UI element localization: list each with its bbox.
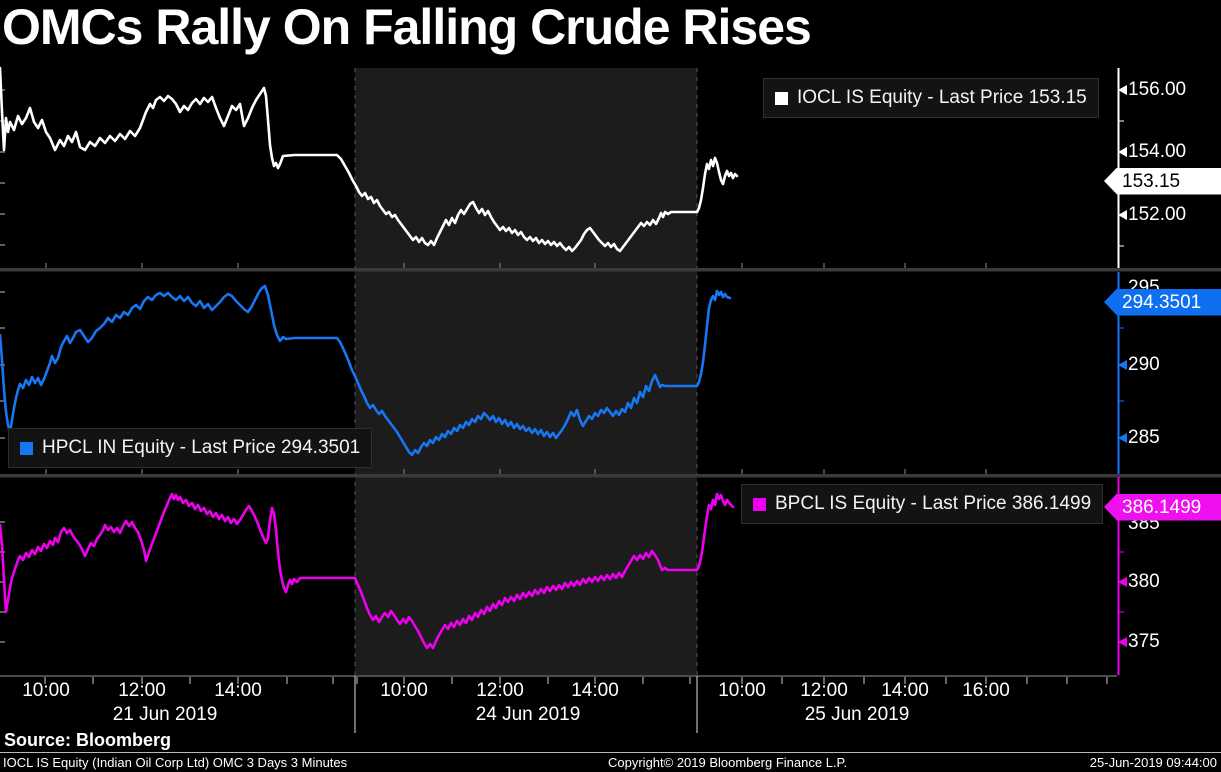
y-tick-label: 285: [1128, 427, 1160, 448]
price-line-iocl: [0, 66, 739, 253]
legend-bpcl[interactable]: BPCL IS Equity - Last Price 386.1499: [741, 484, 1104, 524]
x-time-label: 12:00: [476, 680, 524, 701]
x-time-label: 14:00: [881, 680, 929, 701]
y-axis-tick-arrow-icon: [1118, 85, 1127, 95]
y-axis-tick-arrow-icon: [1118, 210, 1127, 220]
y-tick-label: 152.00: [1128, 204, 1187, 225]
y-tick-label: 156.00: [1128, 79, 1187, 100]
panel-separator: [0, 268, 1221, 272]
x-time-label: 12:00: [800, 680, 848, 701]
footer-security-info: IOCL IS Equity (Indian Oil Corp Ltd) OMC…: [3, 755, 348, 770]
y-tick-label: 154.00: [1128, 141, 1187, 162]
iocl-series-marker-icon: [775, 91, 788, 105]
bpcl-series-marker-icon: [753, 497, 766, 511]
hpcl-series-marker-icon: [20, 441, 33, 455]
session-shaded-band: [355, 68, 697, 675]
y-tick-label: 375: [1128, 631, 1160, 652]
panel-separator: [0, 474, 1221, 478]
last-price-badge-hpcl[interactable]: 294.3501: [1104, 288, 1221, 316]
source-label: Source: Bloomberg: [4, 730, 172, 750]
last-price-badge-iocl[interactable]: 153.15: [1104, 167, 1221, 195]
x-time-label: 16:00: [962, 680, 1010, 701]
x-time-label: 14:00: [571, 680, 619, 701]
footer-copyright: Copyright© 2019 Bloomberg Finance L.P.: [608, 755, 848, 770]
y-tick-label: 380: [1128, 571, 1160, 592]
x-date-label: 24 Jun 2019: [475, 704, 581, 725]
x-time-label: 10:00: [22, 680, 70, 701]
y-tick-label: 290: [1128, 354, 1160, 375]
legend-hpcl[interactable]: HPCL IN Equity - Last Price 294.3501: [8, 428, 373, 468]
y-axis-tick-arrow-icon: [1118, 433, 1127, 443]
legend-iocl-label: IOCL IS Equity - Last Price 153.15: [797, 87, 1087, 108]
legend-hpcl-label: HPCL IN Equity - Last Price 294.3501: [42, 437, 361, 458]
y-axis-tick-arrow-icon: [1118, 360, 1127, 370]
x-time-label: 14:00: [214, 680, 262, 701]
x-time-label: 10:00: [718, 680, 766, 701]
footer-divider: [0, 752, 1221, 753]
price-line-hpcl: [0, 284, 732, 457]
last-price-badge-bpcl[interactable]: 386.1499: [1104, 493, 1221, 521]
chart-title: OMCs Rally On Falling Crude Rises: [2, 0, 812, 55]
x-time-label: 10:00: [380, 680, 428, 701]
x-date-label: 25 Jun 2019: [804, 704, 910, 725]
x-date-label: 21 Jun 2019: [112, 704, 218, 725]
y-axis-tick-arrow-icon: [1118, 637, 1127, 647]
price-line-bpcl: [0, 492, 735, 650]
legend-bpcl-label: BPCL IS Equity - Last Price 386.1499: [775, 493, 1092, 514]
y-axis-tick-arrow-icon: [1118, 147, 1127, 157]
legend-iocl[interactable]: IOCL IS Equity - Last Price 153.15: [763, 78, 1099, 118]
x-time-label: 12:00: [118, 680, 166, 701]
y-axis-tick-arrow-icon: [1118, 577, 1127, 587]
footer-timestamp: 25-Jun-2019 09:44:00: [1089, 755, 1217, 770]
